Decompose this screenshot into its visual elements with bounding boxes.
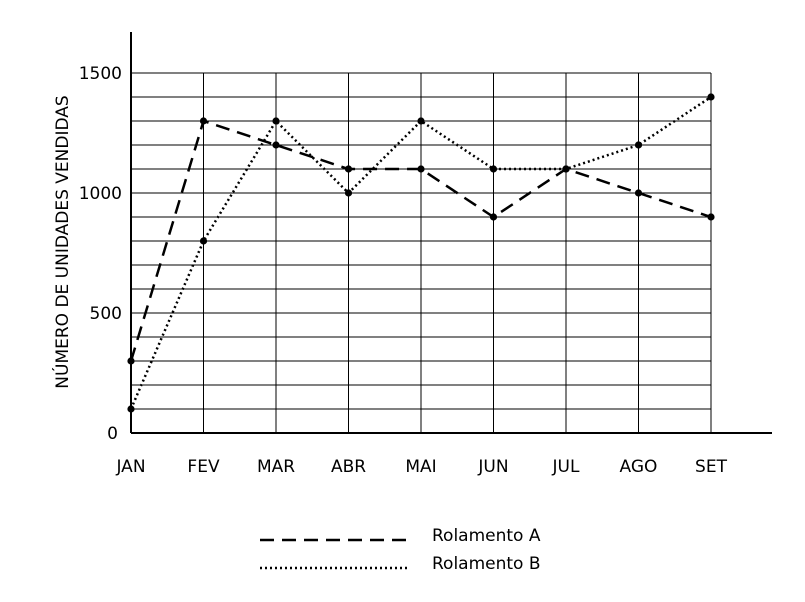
data-point: [344, 189, 353, 197]
data-point: [127, 357, 135, 365]
data-point: [634, 189, 643, 197]
data-point: [127, 405, 135, 413]
data-point: [417, 117, 425, 125]
x-tick-label: AGO: [620, 457, 658, 477]
data-point: [489, 213, 498, 221]
x-tick-label: MAI: [405, 457, 436, 477]
x-tick-label: SET: [695, 457, 728, 477]
x-tick-label: FEV: [187, 457, 220, 477]
x-tick-label: JUN: [477, 457, 508, 477]
data-point: [199, 237, 208, 245]
data-point: [272, 141, 280, 149]
series-group: [127, 93, 715, 413]
x-tick-label: JAN: [115, 457, 145, 477]
series-a: [127, 117, 715, 365]
legend-label: Rolamento B: [432, 554, 541, 574]
y-tick-label: 1000: [79, 184, 122, 204]
y-axis-label: NÚMERO DE UNIDADES VENDIDAS: [51, 95, 73, 388]
x-tick-label: JUL: [552, 457, 580, 477]
x-tick-labels: JAN FEV MAR ABR MAI JUN JUL AGO SET: [115, 457, 727, 477]
data-point: [562, 165, 570, 173]
y-tick-label: 500: [90, 304, 122, 324]
data-point: [272, 117, 280, 125]
data-point: [707, 213, 715, 221]
y-tick-labels: 0 500 1000 1500: [79, 64, 122, 444]
data-point: [199, 117, 208, 125]
series-b: [127, 93, 715, 413]
data-point: [707, 93, 715, 101]
legend-label: Rolamento A: [432, 526, 541, 546]
y-tick-label: 0: [107, 424, 118, 444]
grid: [131, 72, 712, 433]
x-tick-label: MAR: [257, 457, 295, 477]
data-point: [489, 165, 498, 173]
axes: [130, 32, 772, 434]
data-point: [344, 165, 353, 173]
data-point: [634, 141, 643, 149]
x-tick-label: ABR: [331, 457, 366, 477]
data-point: [417, 165, 425, 173]
y-tick-label: 1500: [79, 64, 122, 84]
legend: Rolamento A Rolamento B: [260, 526, 541, 574]
